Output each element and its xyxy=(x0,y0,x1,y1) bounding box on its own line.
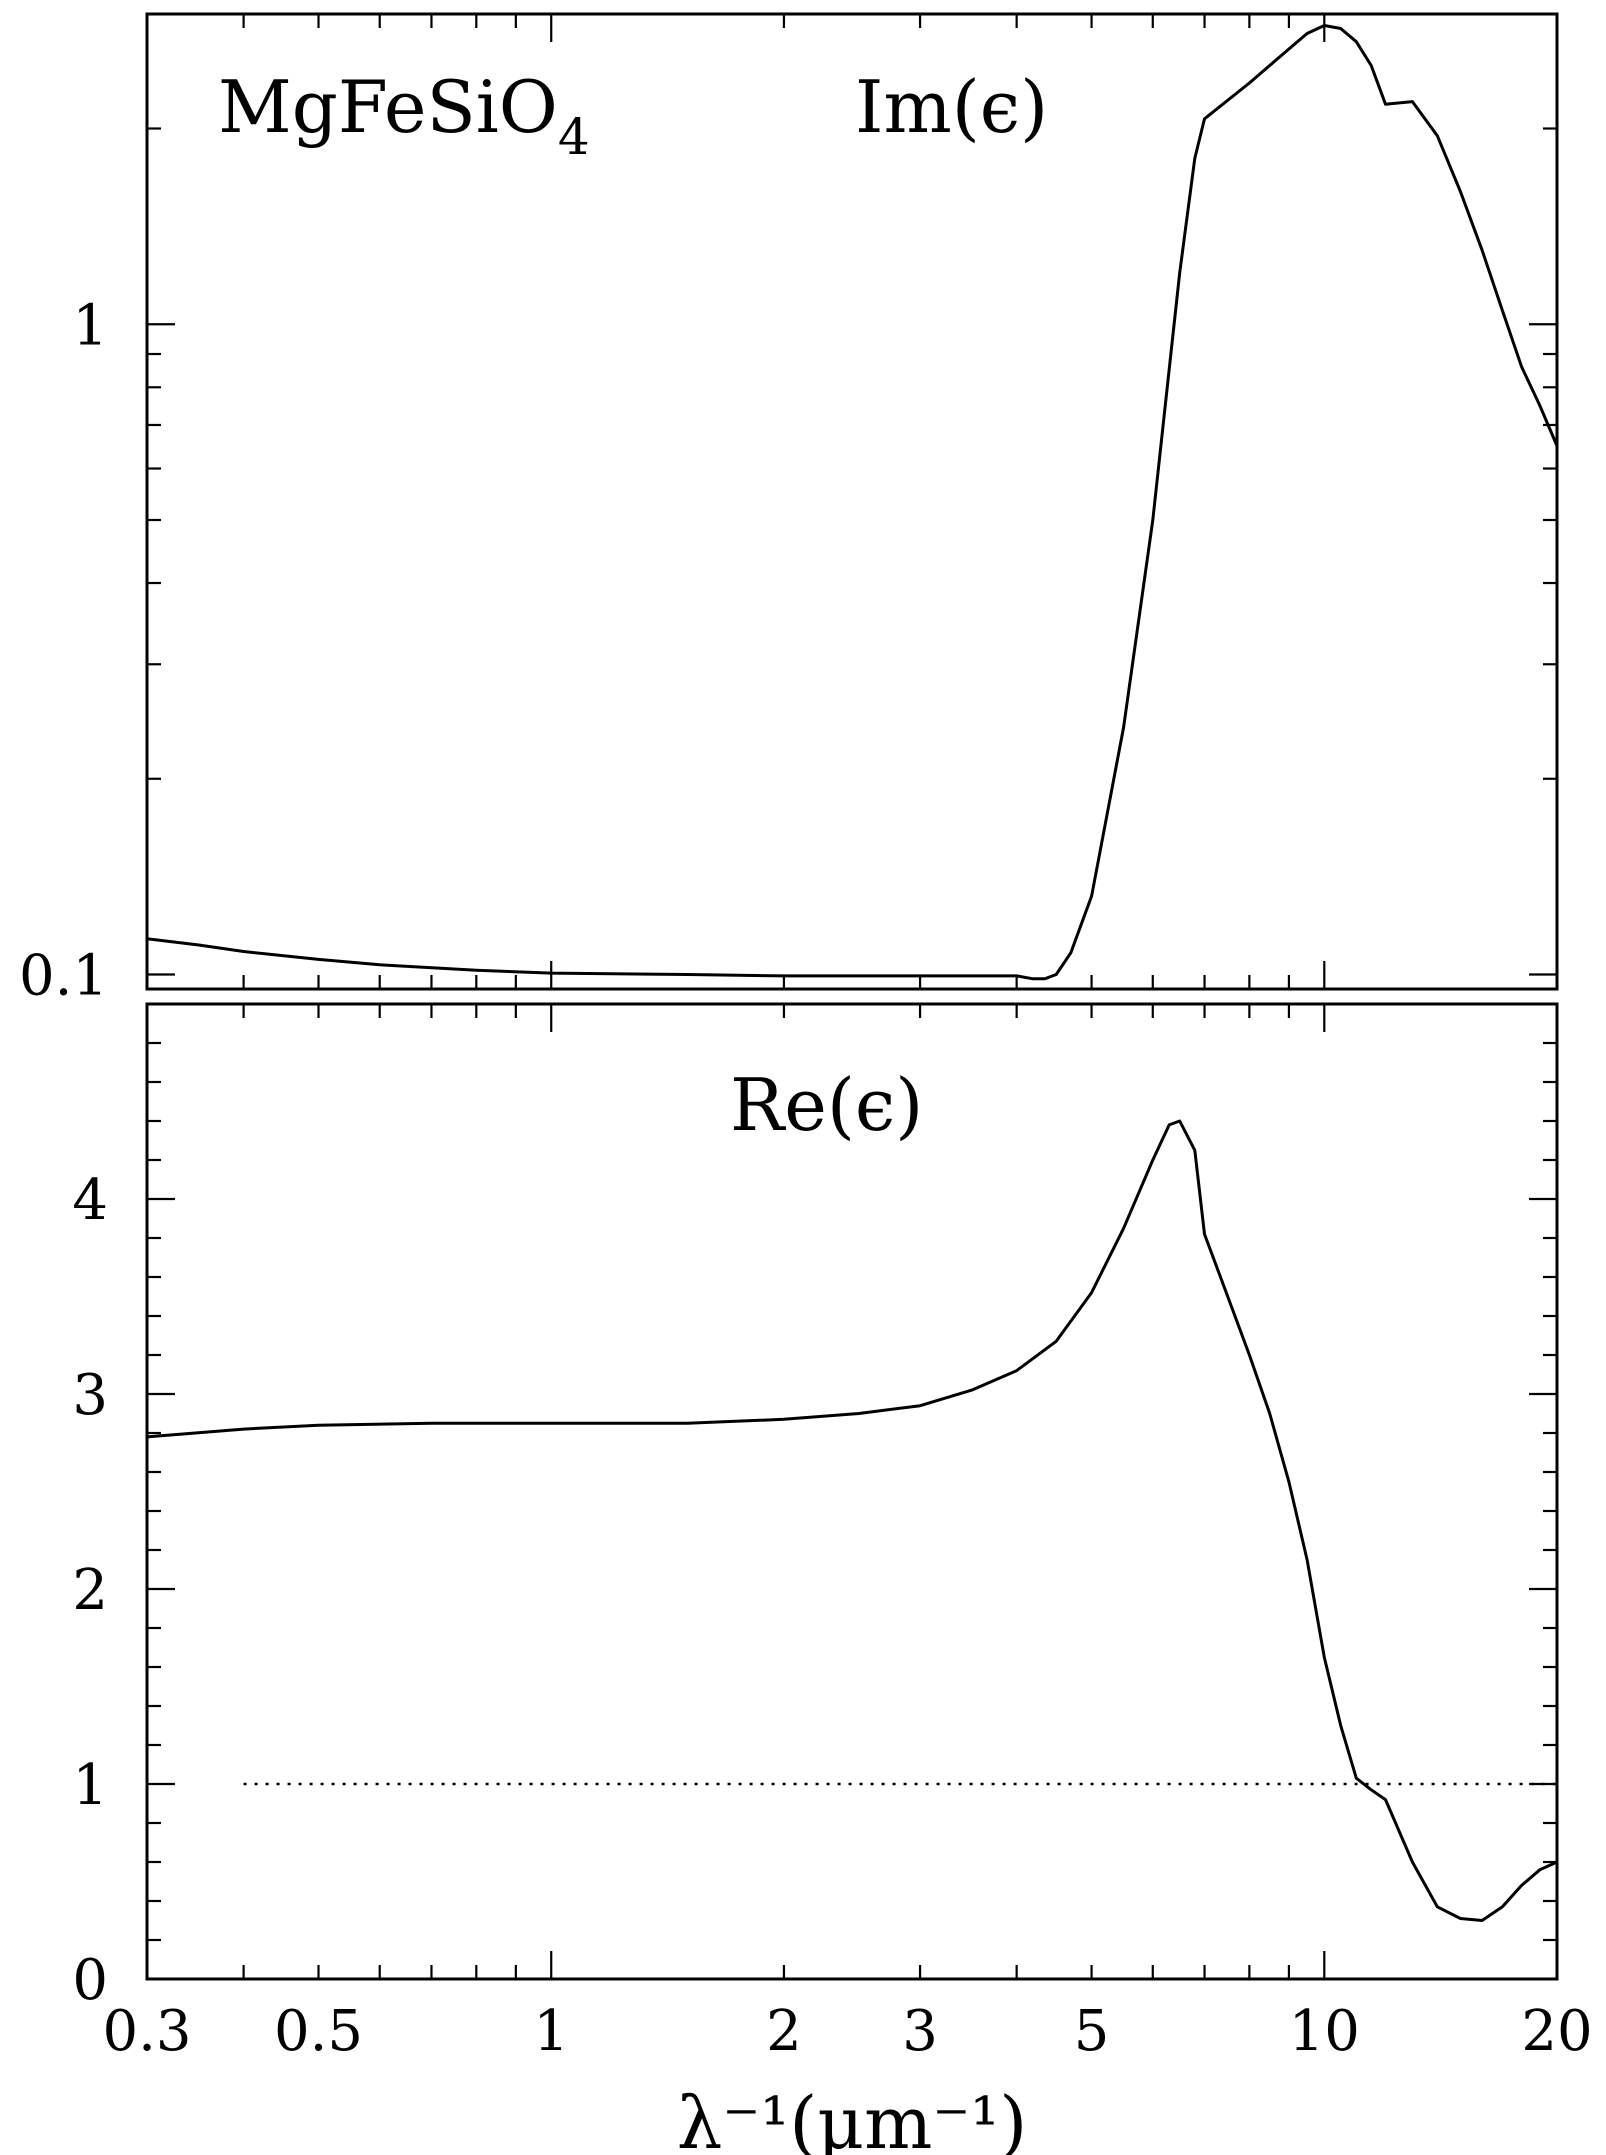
y-tick-label: 1 xyxy=(72,1753,108,1818)
x-tick-label: 2 xyxy=(766,1999,802,2064)
bottom-panel-frame xyxy=(145,1002,1559,1981)
annotation-re-epsilon: Re(ϵ) xyxy=(730,1063,923,1147)
annotation-formula-main: MgFeSiO xyxy=(218,65,558,149)
y-tick-label: 0.1 xyxy=(19,944,108,1009)
x-tick-label: 1 xyxy=(533,1999,569,2064)
x-tick-label: 10 xyxy=(1289,1999,1360,2064)
x-tick-labels: 0.3 0.5 1 2 3 5 10 20 xyxy=(102,1999,1592,2064)
x-tick-label: 0.3 xyxy=(102,1999,191,2064)
bottom-panel-ticks xyxy=(145,1004,1559,1979)
x-tick-label: 20 xyxy=(1521,1999,1592,2064)
y-tick-label: 4 xyxy=(72,1168,108,1233)
series-im-epsilon xyxy=(146,24,1559,981)
top-y-tick-labels: 0.11 xyxy=(19,293,108,1008)
x-tick-label: 3 xyxy=(902,1999,938,2064)
y-tick-label: 2 xyxy=(72,1558,108,1623)
x-tick-label: 5 xyxy=(1074,1999,1110,2064)
top-panel-ticks xyxy=(145,14,1559,989)
annotation-formula-subscript: 4 xyxy=(558,108,590,166)
y-tick-label: 1 xyxy=(72,293,108,358)
bottom-y-tick-labels: 0 1 2 3 4 xyxy=(72,1168,108,2013)
x-axis-label: λ⁻¹(μm⁻¹) xyxy=(677,2081,1028,2155)
y-tick-label: 0 xyxy=(72,1948,108,2013)
annotation-im-epsilon: Im(ϵ) xyxy=(855,65,1048,149)
series-re-epsilon xyxy=(146,1119,1558,1922)
top-panel-frame xyxy=(145,12,1559,991)
y-tick-label: 3 xyxy=(72,1363,108,1428)
annotation-formula: MgFeSiO4 xyxy=(218,65,590,166)
x-tick-label: 0.5 xyxy=(274,1999,363,2064)
